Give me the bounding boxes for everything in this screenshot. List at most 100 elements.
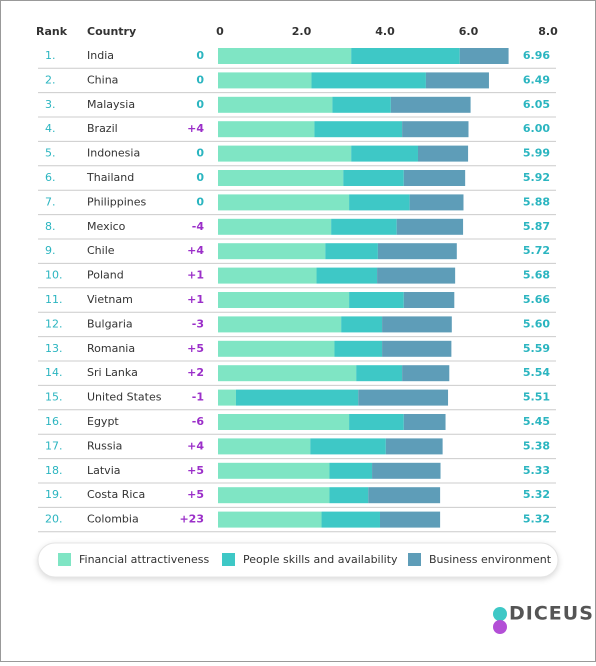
country-header: Country [87,25,136,38]
rank: 7. [45,195,56,208]
rank-change: 0 [196,49,204,62]
bar-segment [218,145,352,162]
bar-segment [311,72,426,89]
bar-segment [331,218,397,235]
rank: 17. [45,439,63,452]
country: Brazil [87,122,118,135]
bar-segment [218,462,330,479]
rank-change: 0 [196,98,204,111]
bar-segment [390,96,471,113]
bar-segment [385,438,443,455]
rank-change: -6 [192,415,205,428]
rank-change: +5 [187,464,204,477]
bar-segment [218,292,350,308]
country: Romania [87,342,135,355]
bar-segment [218,316,342,333]
total: 5.32 [523,513,550,526]
legend-swatch [58,553,71,566]
legend-swatch [408,553,421,566]
rank: 6. [45,171,56,184]
country: Bulgaria [87,317,133,330]
bar-segment [329,462,373,479]
bar-segment [218,243,326,260]
total: 5.68 [523,269,550,282]
rank-change: 0 [196,147,204,160]
bar-segment [235,389,359,406]
bar-segment [349,414,404,430]
bar-segment [218,389,236,406]
bar-segment [417,145,469,162]
x-tick-label: 8.0 [538,25,558,38]
rank: 10. [45,269,63,282]
rank: 15. [45,391,63,404]
bar-segment [218,487,330,504]
bar-segment [314,121,403,138]
country: Colombia [87,513,139,526]
rank-change: 0 [196,73,204,86]
total: 5.54 [523,366,550,379]
country: Vietnam [87,293,133,306]
bar-segment [351,145,418,162]
total: 5.72 [523,244,550,257]
country: Mexico [87,220,126,233]
total: 5.66 [523,293,550,306]
rank-change: -4 [192,220,205,233]
rank-change: -1 [192,391,204,404]
x-tick-label: 0 [216,25,224,38]
bar-segment [218,121,315,138]
rank-change: +4 [187,244,204,257]
rank: 2. [45,73,56,86]
total: 5.59 [523,342,550,355]
rank-change: +5 [187,342,204,355]
legend-box [37,542,559,578]
bar-segment [332,96,391,113]
rank-change: +1 [187,269,204,282]
country: Costa Rica [87,488,145,501]
rank: 5. [45,147,56,160]
bar-segment [403,292,455,308]
bar-segment [377,267,456,284]
rank: 9. [45,244,56,257]
bar-segment [459,48,509,64]
total: 6.96 [523,49,550,62]
rank: 19. [45,488,63,501]
bar-segment [349,292,404,308]
rank-change: +4 [187,122,204,135]
bar-segment [218,365,357,382]
bar-segment [218,340,335,357]
bar-segment [403,414,446,430]
bar-segment [409,194,464,211]
bar-segment [310,438,386,455]
bar-segment [372,462,441,479]
logo-text: DICEUS [509,603,594,625]
logo-mark [493,620,507,634]
bar-segment [402,365,450,382]
logo: DICEUS [493,603,594,634]
bar-segment [382,316,452,333]
bar-segment [218,170,344,186]
rank: 20. [45,513,63,526]
country: China [87,73,118,86]
bar-segment [321,511,380,528]
logo-mark [493,607,507,621]
total: 5.32 [523,488,550,501]
rank-change: +2 [187,366,204,379]
x-tick-label: 4.0 [375,25,395,38]
bar-segment [425,72,489,89]
rank: 14. [45,366,63,379]
country: Sri Lanka [87,366,138,379]
country: United States [87,391,162,404]
rank-change: 0 [196,195,204,208]
country: India [87,49,114,62]
total: 5.38 [523,439,550,452]
country: Poland [87,269,124,282]
country: Russia [87,439,122,452]
bar-segment [377,243,457,260]
bar-segment [368,487,441,504]
legend-label: People skills and availability [243,553,398,566]
bar-segment [349,194,410,211]
x-tick-label: 6.0 [459,25,479,38]
country: Latvia [87,464,121,477]
